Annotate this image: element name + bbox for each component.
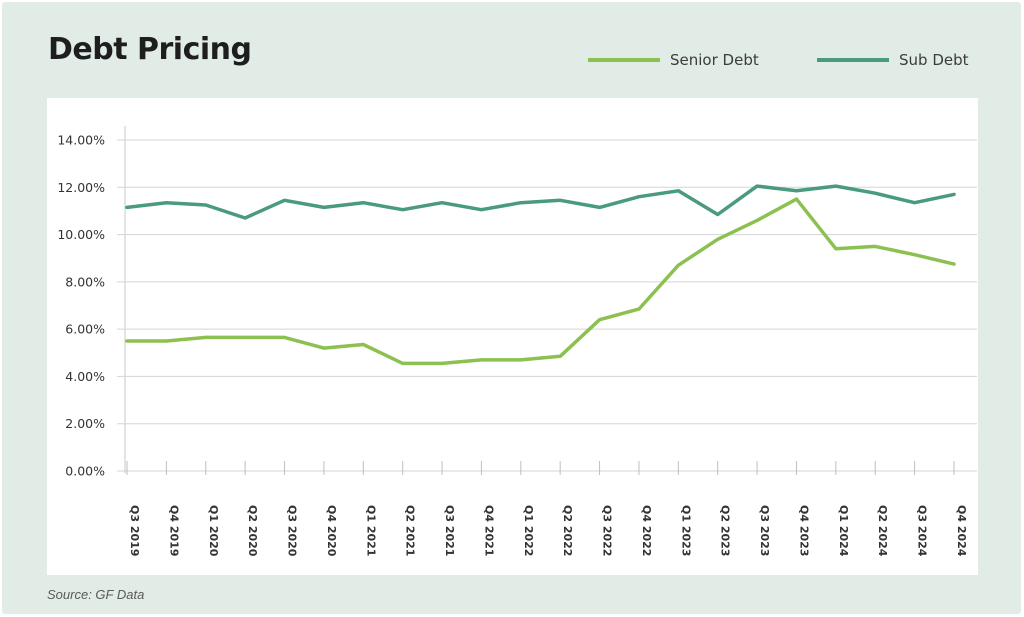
x-tick-label: Q4 2022 bbox=[640, 505, 653, 556]
y-tick-label: 0.00% bbox=[65, 464, 105, 479]
x-tick-label: Q1 2021 bbox=[364, 505, 377, 556]
y-tick-label: 10.00% bbox=[57, 227, 105, 242]
y-tick-label: 12.00% bbox=[57, 180, 105, 195]
legend-item-senior-debt: Senior Debt bbox=[588, 50, 759, 70]
x-tick-label: Q2 2023 bbox=[719, 505, 732, 556]
x-tick-label: Q3 2023 bbox=[758, 505, 771, 556]
x-tick-label: Q3 2021 bbox=[443, 505, 456, 556]
y-tick-label: 4.00% bbox=[65, 369, 105, 384]
legend-label-senior-debt: Senior Debt bbox=[670, 51, 759, 69]
x-tick-label: Q4 2024 bbox=[955, 505, 968, 557]
source-note: Source: GF Data bbox=[47, 587, 145, 602]
x-tick-label: Q4 2019 bbox=[167, 505, 180, 556]
x-tick-label: Q1 2023 bbox=[679, 505, 692, 556]
x-tick-label: Q1 2024 bbox=[837, 505, 850, 557]
chart-title: Debt Pricing bbox=[48, 32, 252, 67]
x-tick-label: Q3 2024 bbox=[916, 505, 929, 557]
x-tick-label: Q4 2020 bbox=[325, 505, 338, 557]
x-tick-label: Q1 2020 bbox=[207, 505, 220, 557]
x-tick-label: Q3 2020 bbox=[286, 505, 299, 557]
x-tick-label: Q3 2019 bbox=[128, 505, 141, 556]
x-tick-label: Q2 2021 bbox=[404, 505, 417, 556]
plot-area: 0.00% 2.00% 4.00% 6.00% 8.00% 10.00% 12.00% 14.… bbox=[47, 98, 978, 575]
line-chart: 0.00% 2.00% 4.00% 6.00% 8.00% 10.00% 12.00% 14.… bbox=[57, 126, 977, 557]
legend-swatch-senior-debt bbox=[588, 58, 660, 62]
y-tick-label: 14.00% bbox=[57, 133, 105, 148]
legend-label-sub-debt: Sub Debt bbox=[899, 51, 969, 69]
x-tick-label: Q4 2023 bbox=[797, 505, 810, 556]
series-line-sub-debt bbox=[125, 184, 956, 220]
legend-item-sub-debt: Sub Debt bbox=[817, 50, 969, 70]
y-tick-label: 8.00% bbox=[65, 274, 105, 289]
x-tick-label: Q4 2021 bbox=[482, 505, 495, 556]
series-line-senior-debt bbox=[125, 197, 956, 366]
x-tick-label: Q3 2022 bbox=[601, 505, 614, 556]
legend-swatch-sub-debt bbox=[817, 58, 889, 62]
x-tick-label: Q2 2022 bbox=[561, 505, 574, 556]
x-tick-label: Q1 2022 bbox=[522, 505, 535, 556]
y-tick-label: 2.00% bbox=[65, 416, 105, 431]
y-tick-label: 6.00% bbox=[65, 322, 105, 337]
x-tick-label: Q2 2024 bbox=[876, 505, 889, 557]
x-tick-label: Q2 2020 bbox=[246, 505, 259, 557]
